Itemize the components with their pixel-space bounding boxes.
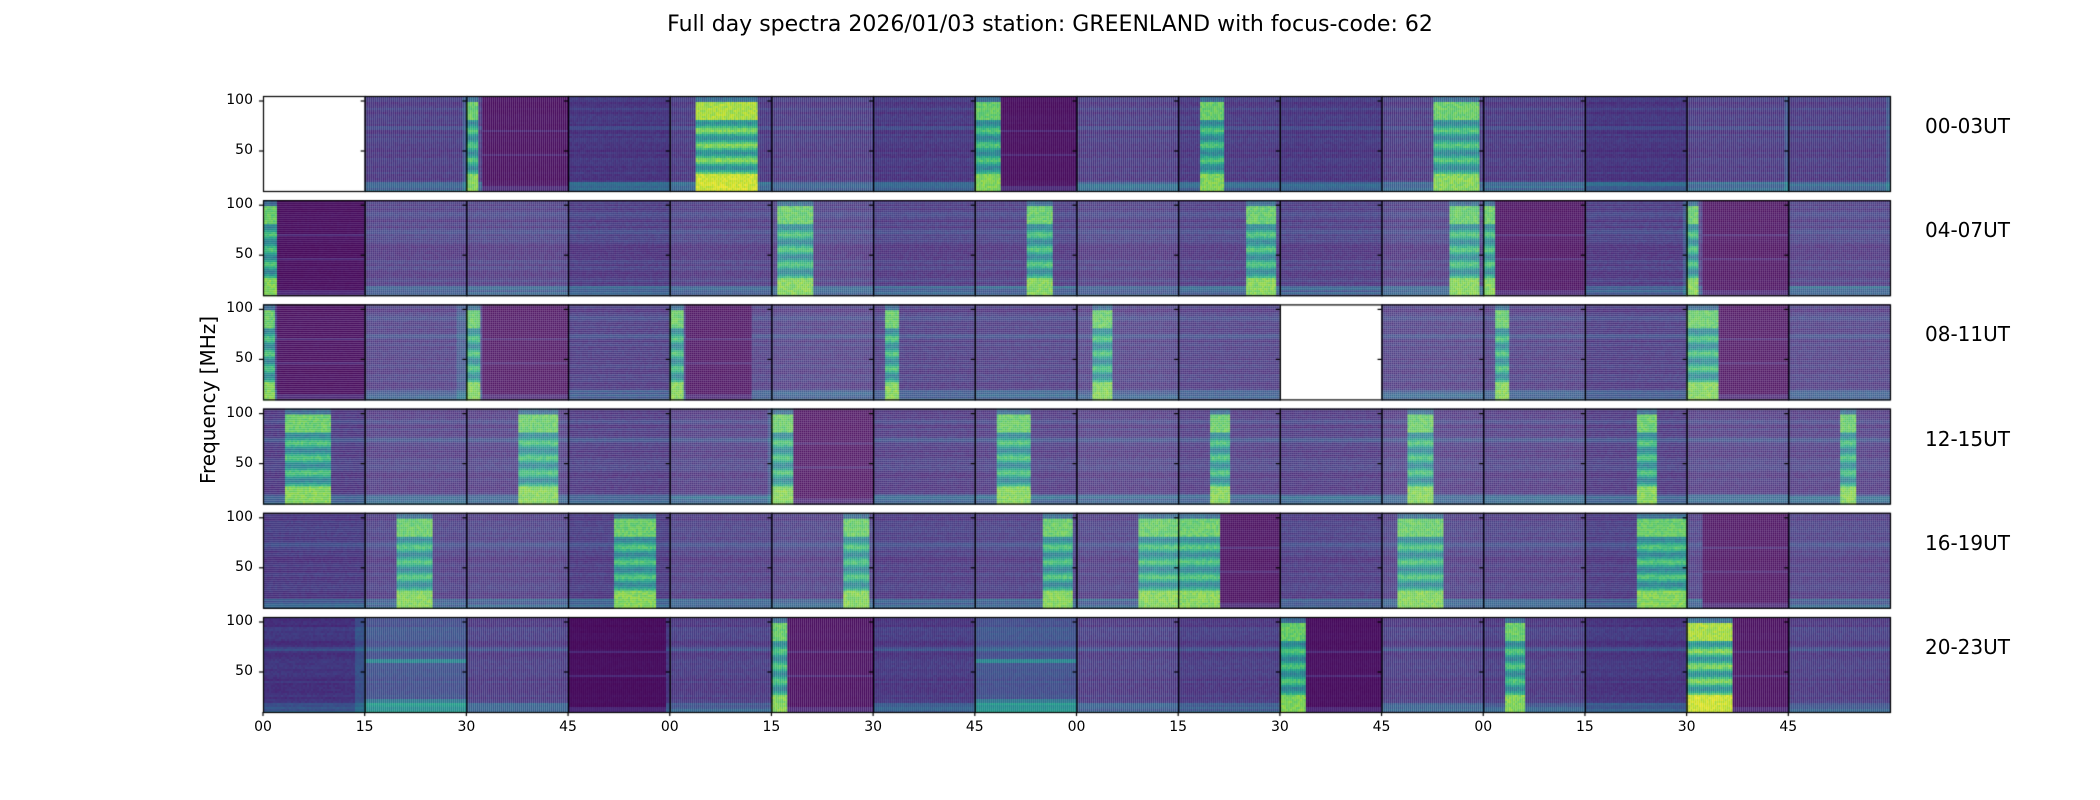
x-tick-label: 45 <box>559 719 577 735</box>
x-tick-label: 00 <box>660 719 679 735</box>
x-tick-label: 30 <box>457 719 476 735</box>
y-tick-label: 50 <box>235 558 253 575</box>
y-tick-label: 100 <box>226 613 253 629</box>
x-tick-label: 15 <box>1169 719 1188 735</box>
y-tick-label: 50 <box>235 663 253 679</box>
x-tick-label: 30 <box>864 719 883 735</box>
x-tick-label: 30 <box>1677 719 1696 735</box>
row-label: 16-19UT <box>1925 530 2010 555</box>
x-tick-label: 45 <box>965 719 984 735</box>
x-tick-label: 30 <box>1270 719 1289 735</box>
row-label: 20-23UT <box>1925 635 2010 659</box>
x-tick-label: 45 <box>1372 719 1391 735</box>
y-tick-label: 50 <box>235 350 253 367</box>
y-tick-label: 50 <box>235 246 253 263</box>
x-tick-label: 45 <box>1779 719 1798 735</box>
x-tick-label: 15 <box>762 719 781 735</box>
x-tick-label: 00 <box>1474 719 1493 735</box>
x-tick-label: 00 <box>254 719 272 735</box>
x-tick-label: 15 <box>355 719 374 735</box>
y-tick-label: 100 <box>226 508 253 525</box>
row-label: 00-03UT <box>1925 114 2010 138</box>
x-tick-label: 15 <box>1576 719 1594 735</box>
y-tick-label: 100 <box>226 196 253 213</box>
y-tick-label: 50 <box>235 142 253 158</box>
row-label: 12-15UT <box>1925 426 2010 451</box>
y-tick-label: 100 <box>226 92 253 108</box>
row-label: 04-07UT <box>1925 218 2010 243</box>
y-tick-label: 100 <box>226 300 253 317</box>
y-tick-label: 100 <box>226 404 253 421</box>
x-tick-label: 00 <box>1067 719 1086 735</box>
y-tick-label: 50 <box>235 454 253 471</box>
row-label: 08-11UT <box>1925 322 2010 347</box>
